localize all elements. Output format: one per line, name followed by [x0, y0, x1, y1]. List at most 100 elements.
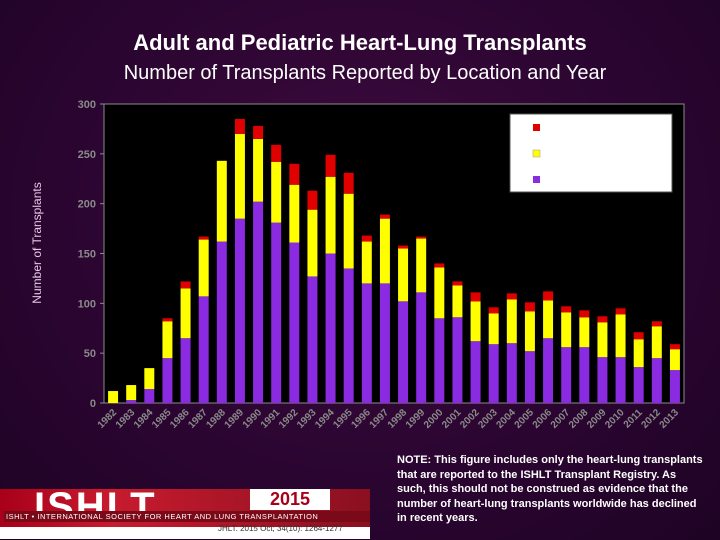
- bar-1986-segment-1: [180, 288, 191, 339]
- x-tick-label: 1991: [259, 407, 283, 431]
- bar-1988-segment-1: [216, 160, 227, 242]
- bar-2005-segment-2: [524, 302, 535, 312]
- x-tick-label: 2011: [622, 407, 645, 430]
- y-axis: 0 50 100 150 200 250 300: [78, 99, 104, 410]
- bar-2011-segment-0: [633, 367, 644, 403]
- x-tick-label: 2007: [549, 407, 573, 431]
- bar-2012-segment-0: [651, 358, 662, 403]
- bar-2012-segment-1: [651, 326, 662, 359]
- bar-1998-segment-1: [398, 248, 409, 302]
- x-tick-label: 2001: [440, 407, 464, 431]
- bar-1986-segment-2: [180, 281, 191, 289]
- bar-1989-segment-0: [234, 218, 245, 403]
- y-tick-label: 0: [90, 398, 96, 410]
- bar-1998-segment-2: [398, 245, 409, 249]
- x-tick-label: 1986: [168, 407, 192, 431]
- x-tick-label: 1988: [204, 407, 228, 431]
- bar-1990-segment-1: [253, 138, 264, 202]
- x-tick-label: 1984: [132, 407, 156, 431]
- y-tick-label: 200: [78, 199, 96, 211]
- bar-1983-segment-1: [126, 385, 137, 401]
- x-axis: 1982198319841985198619871988198919901991…: [96, 407, 682, 431]
- bar-2003-segment-2: [488, 307, 499, 314]
- logo-tagline: ISHLT • INTERNATIONAL SOCIETY FOR HEART …: [4, 511, 370, 522]
- x-tick-label: 2005: [513, 407, 537, 431]
- logo-year: 2015: [250, 489, 331, 510]
- logo-banner: ISHLT ISHLT • INTERNATIONAL SOCIETY FOR …: [0, 485, 370, 529]
- bar-1985-segment-1: [162, 321, 173, 359]
- x-tick-label: 1996: [349, 407, 373, 431]
- x-tick-label: 2012: [639, 407, 663, 431]
- bar-2005-segment-1: [524, 311, 535, 352]
- bar-1984-segment-1: [144, 368, 155, 390]
- bar-1995-segment-1: [343, 193, 354, 269]
- bar-2007-segment-1: [561, 312, 572, 348]
- bar-1999-segment-2: [416, 236, 427, 239]
- y-tick-label: 150: [78, 249, 96, 261]
- x-tick-label: 1998: [386, 407, 410, 431]
- bar-2008-segment-1: [579, 317, 590, 348]
- bar-2003-segment-1: [488, 313, 499, 345]
- bar-1993-segment-0: [307, 276, 318, 403]
- bar-1996-segment-0: [361, 283, 372, 403]
- bar-2001-segment-2: [452, 281, 463, 286]
- x-tick-label: 1989: [223, 407, 247, 431]
- bar-1993-segment-1: [307, 209, 318, 277]
- x-tick-label: 1999: [404, 407, 428, 431]
- bar-2001-segment-0: [452, 317, 463, 403]
- bar-2007-segment-2: [561, 306, 572, 313]
- bar-2006-segment-1: [543, 300, 554, 339]
- bar-2002-segment-2: [470, 292, 481, 302]
- bar-1985-segment-2: [162, 318, 173, 322]
- bar-2000-segment-0: [434, 318, 445, 403]
- bar-1996-segment-2: [361, 235, 372, 242]
- x-tick-label: 2003: [476, 407, 500, 431]
- x-tick-label: 1987: [186, 407, 210, 431]
- bar-1983-segment-0: [126, 400, 137, 403]
- ishlt-logo: ISHLT ISHLT • INTERNATIONAL SOCIETY FOR …: [0, 485, 370, 539]
- bar-2000-segment-1: [434, 267, 445, 319]
- x-tick-label: 2006: [531, 407, 555, 431]
- x-tick-label: 2010: [603, 407, 627, 431]
- x-tick-label: 2002: [458, 407, 482, 431]
- bar-1994-segment-2: [325, 154, 336, 177]
- x-tick-label: 1995: [331, 407, 355, 431]
- y-tick-label: 100: [78, 298, 96, 310]
- bar-1989-segment-1: [234, 133, 245, 219]
- bar-1982-segment-1: [108, 391, 119, 403]
- bar-1991-segment-2: [271, 144, 282, 162]
- bar-2013-segment-2: [669, 344, 680, 350]
- x-tick-label: 1990: [241, 407, 265, 431]
- bar-1992-segment-0: [289, 242, 300, 403]
- bar-2006-segment-2: [543, 291, 554, 301]
- bar-1992-segment-1: [289, 184, 300, 243]
- legend-swatch-purple: [533, 176, 540, 183]
- bar-2012-segment-2: [651, 321, 662, 327]
- bar-2008-segment-2: [579, 310, 590, 318]
- note-text: NOTE: This figure includes only the hear…: [397, 454, 703, 524]
- bar-2002-segment-0: [470, 341, 481, 403]
- y-axis-label: Number of Transplants: [30, 182, 44, 303]
- x-tick-label: 2004: [494, 407, 518, 431]
- chart-title: Adult and Pediatric Heart-Lung Transplan…: [133, 30, 587, 55]
- bar-2000-segment-2: [434, 263, 445, 268]
- logo-wordmark: ISHLT: [34, 485, 157, 529]
- bar-1995-segment-2: [343, 172, 354, 194]
- bar-2004-segment-2: [506, 293, 517, 300]
- x-tick-label: 2013: [658, 407, 682, 431]
- y-tick-label: 250: [78, 149, 96, 161]
- bar-1991-segment-1: [271, 161, 282, 223]
- bar-1986-segment-0: [180, 338, 191, 403]
- bar-2006-segment-0: [543, 338, 554, 403]
- bar-1997-segment-0: [379, 283, 390, 403]
- bar-2009-segment-0: [597, 357, 608, 403]
- bar-1999-segment-1: [416, 238, 427, 293]
- bar-2004-segment-1: [506, 299, 517, 344]
- bar-2010-segment-1: [615, 314, 626, 358]
- bar-1995-segment-0: [343, 268, 354, 403]
- bar-2002-segment-1: [470, 301, 481, 342]
- x-tick-label: 2009: [585, 407, 609, 431]
- x-tick-label: 2008: [567, 407, 591, 431]
- bar-1987-segment-1: [198, 239, 209, 297]
